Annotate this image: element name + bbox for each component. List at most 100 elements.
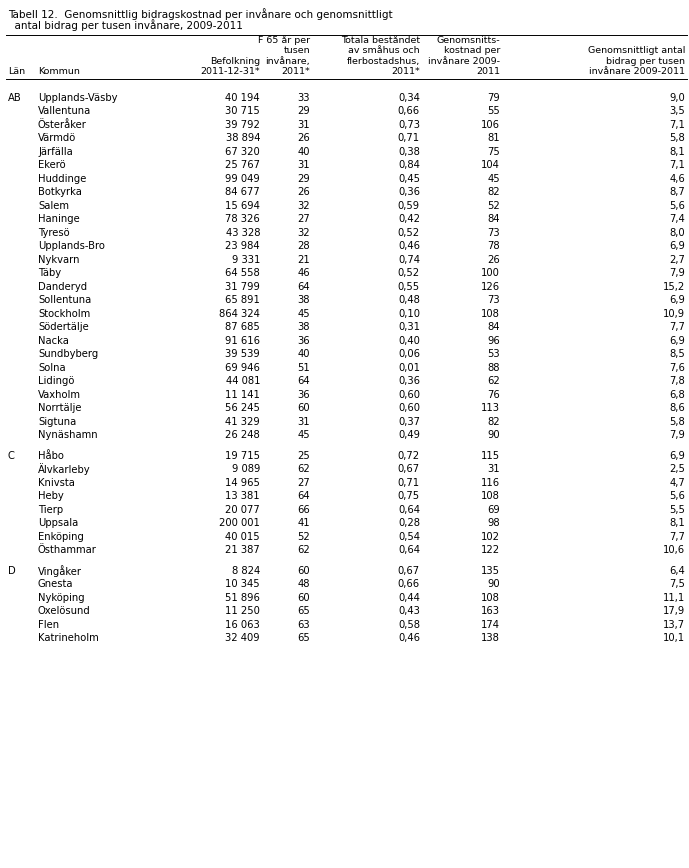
Text: Upplands-Bro: Upplands-Bro [38,241,105,251]
Text: 26: 26 [297,134,310,143]
Text: 11 250: 11 250 [225,606,260,616]
Text: 7,5: 7,5 [669,579,685,589]
Text: 56 245: 56 245 [225,404,260,413]
Text: 25 767: 25 767 [225,161,260,170]
Text: 40 015: 40 015 [225,532,260,542]
Text: 90: 90 [487,579,500,589]
Text: 28: 28 [298,241,310,251]
Text: 64: 64 [298,282,310,292]
Text: Kommun: Kommun [38,67,80,76]
Text: 6,9: 6,9 [669,336,685,345]
Text: Befolkning
2011-12-31*: Befolkning 2011-12-31* [200,56,260,76]
Text: 8,6: 8,6 [669,404,685,413]
Text: 0,59: 0,59 [398,201,420,211]
Text: 0,43: 0,43 [398,606,420,616]
Text: Flen: Flen [38,620,59,630]
Text: Oxelösund: Oxelösund [38,606,91,616]
Text: 864 324: 864 324 [219,309,260,319]
Text: 7,4: 7,4 [669,214,685,224]
Text: 45: 45 [487,174,500,184]
Text: 38: 38 [298,322,310,332]
Text: 64 558: 64 558 [225,268,260,279]
Text: 7,1: 7,1 [669,161,685,170]
Text: 39 539: 39 539 [225,349,260,359]
Text: 6,9: 6,9 [669,241,685,251]
Text: Botkyrka: Botkyrka [38,187,82,197]
Text: 0,60: 0,60 [398,390,420,400]
Text: 100: 100 [481,268,500,279]
Text: 36: 36 [298,336,310,345]
Text: Lidingö: Lidingö [38,376,74,386]
Text: 38: 38 [298,295,310,306]
Text: 0,66: 0,66 [398,579,420,589]
Text: Östhammar: Östhammar [38,545,97,556]
Text: 0,49: 0,49 [398,431,420,440]
Text: 65: 65 [297,634,310,643]
Text: 6,4: 6,4 [669,566,685,575]
Text: 96: 96 [487,336,500,345]
Text: 5,6: 5,6 [669,491,685,501]
Text: 0,38: 0,38 [398,147,420,157]
Text: 65 891: 65 891 [225,295,260,306]
Text: 26 248: 26 248 [225,431,260,440]
Text: 138: 138 [481,634,500,643]
Text: 10,9: 10,9 [663,309,685,319]
Text: Katrineholm: Katrineholm [38,634,99,643]
Text: 0,75: 0,75 [398,491,420,501]
Text: 26: 26 [487,254,500,265]
Text: Nacka: Nacka [38,336,69,345]
Text: 6,9: 6,9 [669,295,685,306]
Text: 122: 122 [481,545,500,556]
Text: 63: 63 [298,620,310,630]
Text: Vallentuna: Vallentuna [38,106,91,116]
Text: 33: 33 [298,93,310,102]
Text: 82: 82 [487,417,500,427]
Text: 20 077: 20 077 [225,505,260,515]
Text: 0,54: 0,54 [398,532,420,542]
Text: 39 792: 39 792 [225,120,260,129]
Text: 3,5: 3,5 [669,106,685,116]
Text: 13,7: 13,7 [663,620,685,630]
Text: 0,46: 0,46 [398,634,420,643]
Text: 52: 52 [297,532,310,542]
Text: 0,64: 0,64 [398,545,420,556]
Text: 113: 113 [481,404,500,413]
Text: 40: 40 [298,349,310,359]
Text: 4,7: 4,7 [669,477,685,488]
Text: 52: 52 [487,201,500,211]
Text: 19 715: 19 715 [225,450,260,461]
Text: 135: 135 [481,566,500,575]
Text: 40 194: 40 194 [225,93,260,102]
Text: 6,8: 6,8 [669,390,685,400]
Text: 41 329: 41 329 [225,417,260,427]
Text: 43 328: 43 328 [225,227,260,238]
Text: Vingåker: Vingåker [38,565,82,576]
Text: 0,01: 0,01 [398,363,420,372]
Text: 102: 102 [481,532,500,542]
Text: 108: 108 [481,491,500,501]
Text: 62: 62 [297,545,310,556]
Text: 91 616: 91 616 [225,336,260,345]
Text: 9 331: 9 331 [232,254,260,265]
Text: 65: 65 [297,606,310,616]
Text: Totala beståndet
av småhus och
flerbostadshus,
2011*: Totala beståndet av småhus och flerbosta… [341,36,420,76]
Text: Norrtälje: Norrtälje [38,404,81,413]
Text: 0,52: 0,52 [398,227,420,238]
Text: 62: 62 [487,376,500,386]
Text: 41: 41 [298,518,310,529]
Text: 7,1: 7,1 [669,120,685,129]
Text: Genomsnittligt antal
bidrag per tusen
invånare 2009-2011: Genomsnittligt antal bidrag per tusen in… [588,46,685,76]
Text: 5,8: 5,8 [669,417,685,427]
Text: 108: 108 [481,309,500,319]
Text: 51: 51 [297,363,310,372]
Text: Danderyd: Danderyd [38,282,87,292]
Text: 73: 73 [487,295,500,306]
Text: 40: 40 [298,147,310,157]
Text: Värmdö: Värmdö [38,134,76,143]
Text: 0,40: 0,40 [398,336,420,345]
Text: 0,71: 0,71 [398,477,420,488]
Text: 99 049: 99 049 [225,174,260,184]
Text: Heby: Heby [38,491,64,501]
Text: 46: 46 [298,268,310,279]
Text: 6,9: 6,9 [669,450,685,461]
